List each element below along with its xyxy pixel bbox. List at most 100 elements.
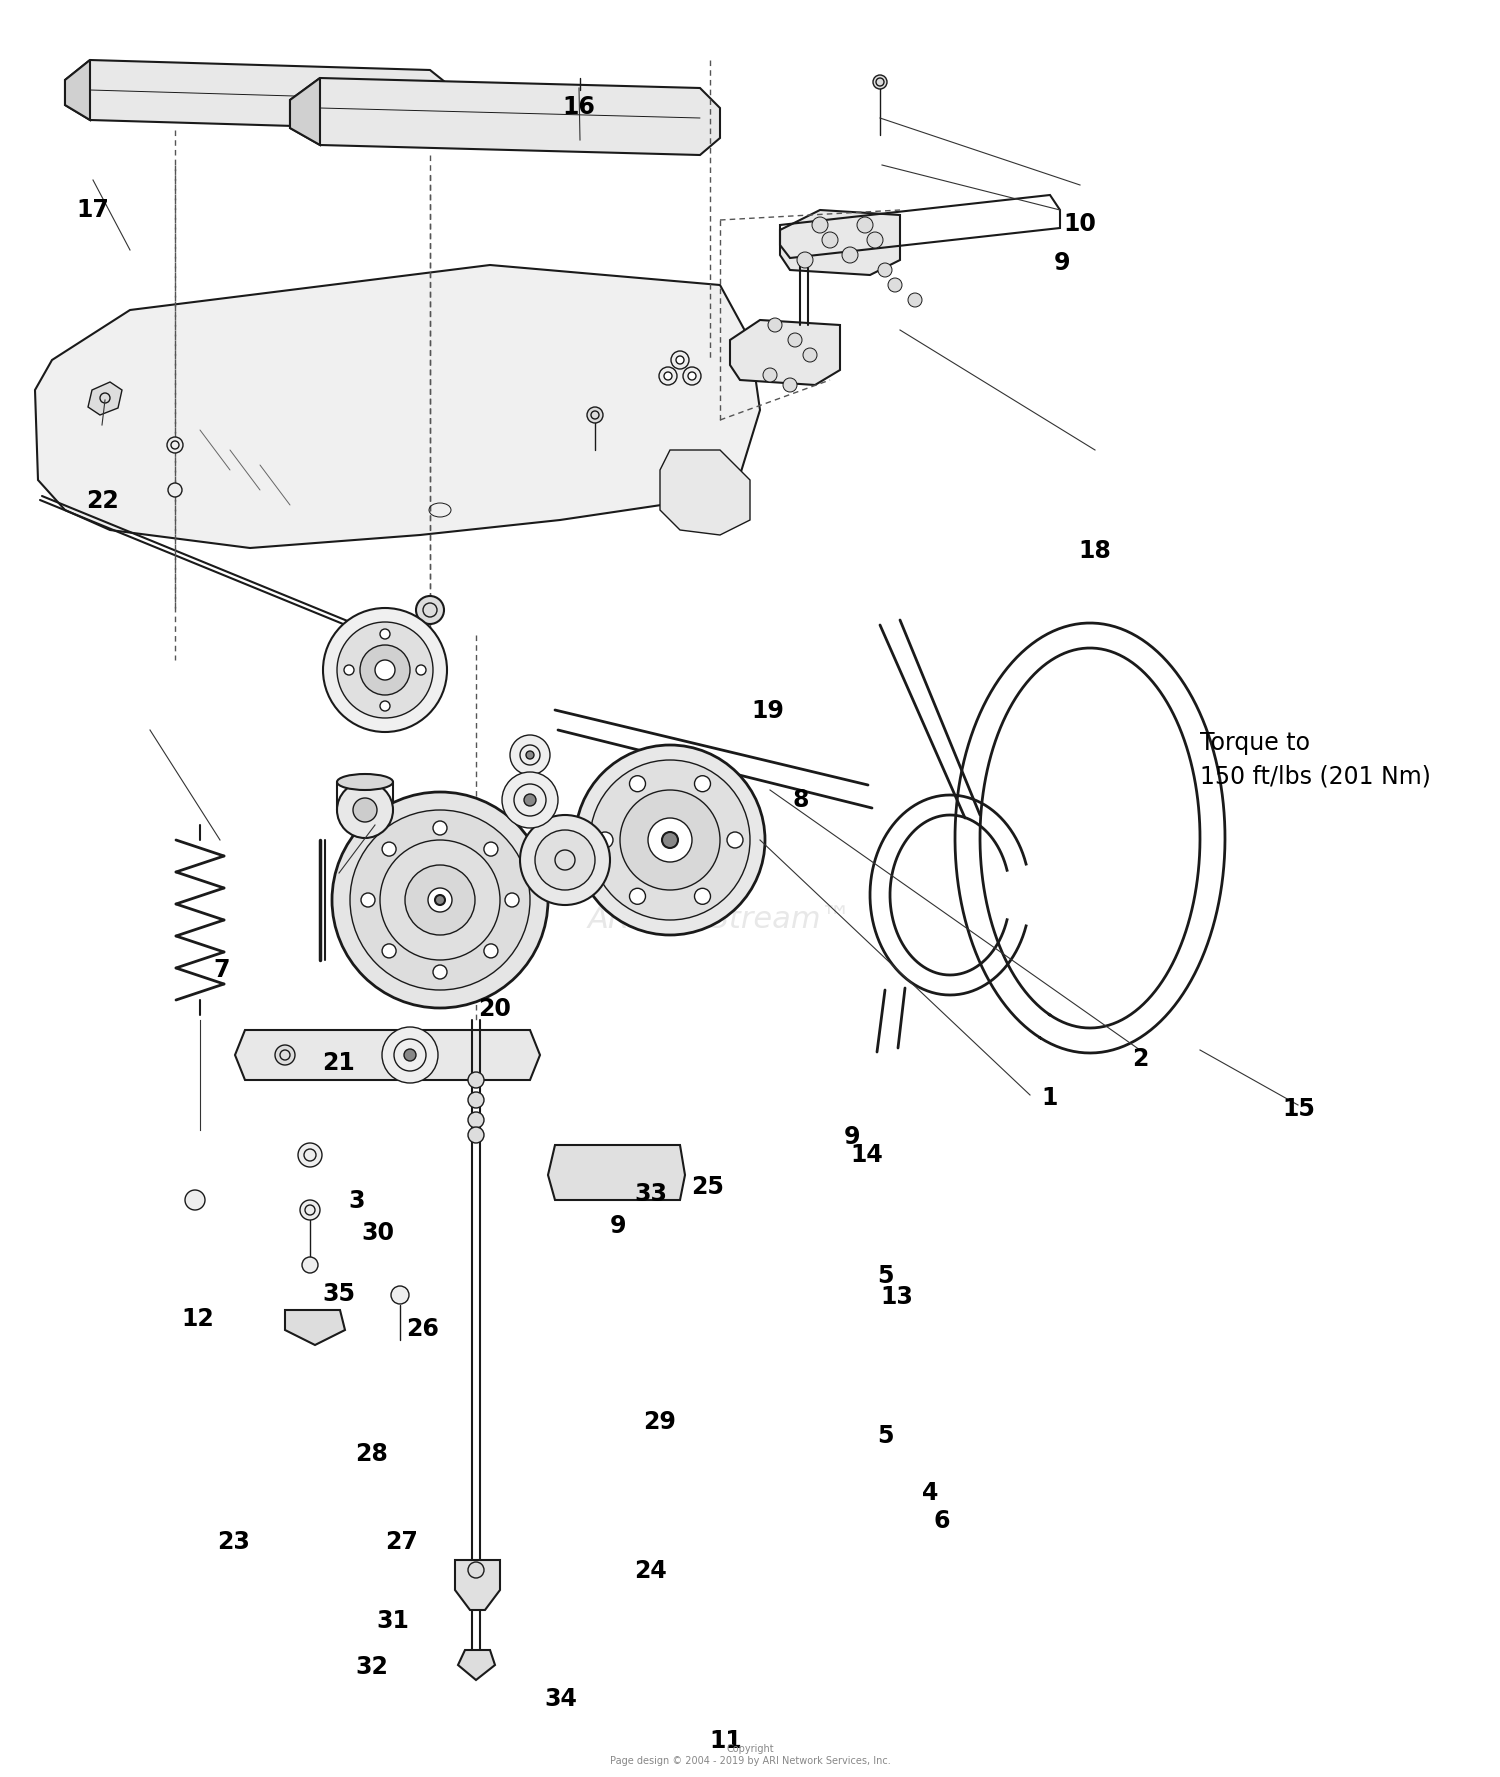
Circle shape [764, 368, 777, 382]
Circle shape [302, 1256, 318, 1272]
Circle shape [856, 217, 873, 233]
Circle shape [468, 1562, 484, 1578]
Circle shape [362, 894, 375, 906]
Polygon shape [285, 1310, 345, 1345]
Circle shape [648, 817, 692, 862]
Circle shape [630, 777, 645, 793]
Text: 5: 5 [876, 1263, 894, 1288]
Circle shape [630, 888, 645, 904]
Circle shape [344, 665, 354, 675]
Text: 12: 12 [182, 1306, 214, 1331]
Text: 7: 7 [213, 958, 231, 983]
Circle shape [416, 665, 426, 675]
Polygon shape [660, 450, 750, 535]
Text: Torque to
150 ft/lbs (201 Nm): Torque to 150 ft/lbs (201 Nm) [1200, 732, 1431, 789]
Circle shape [166, 437, 183, 453]
Polygon shape [64, 60, 454, 130]
Polygon shape [34, 265, 760, 547]
Text: 9: 9 [843, 1125, 860, 1150]
Circle shape [510, 736, 550, 775]
Circle shape [382, 1027, 438, 1082]
Text: 28: 28 [356, 1441, 388, 1466]
Text: 25: 25 [692, 1175, 724, 1199]
Polygon shape [548, 1144, 686, 1199]
Text: 27: 27 [386, 1530, 418, 1555]
Circle shape [298, 1143, 322, 1167]
Circle shape [520, 816, 610, 904]
Polygon shape [730, 320, 840, 386]
Circle shape [728, 832, 742, 848]
Circle shape [796, 252, 813, 268]
Text: 18: 18 [1078, 538, 1112, 563]
Circle shape [867, 233, 883, 249]
Circle shape [380, 700, 390, 711]
Text: 29: 29 [644, 1409, 676, 1434]
Text: 22: 22 [86, 489, 118, 514]
Text: 5: 5 [876, 1423, 894, 1448]
Polygon shape [290, 78, 720, 155]
Circle shape [908, 293, 922, 307]
Circle shape [842, 247, 858, 263]
Circle shape [380, 629, 390, 640]
Text: 9: 9 [609, 1214, 627, 1239]
Circle shape [360, 645, 410, 695]
Circle shape [433, 821, 447, 835]
Polygon shape [88, 382, 122, 416]
Circle shape [802, 348, 818, 363]
Text: 9: 9 [1053, 251, 1071, 275]
Circle shape [526, 752, 534, 759]
Text: 10: 10 [1064, 211, 1096, 236]
Text: 31: 31 [376, 1608, 410, 1633]
Circle shape [484, 944, 498, 958]
Text: 6: 6 [933, 1509, 951, 1534]
Text: 15: 15 [1282, 1096, 1316, 1121]
Text: 11: 11 [710, 1729, 742, 1754]
Text: 13: 13 [880, 1285, 914, 1310]
Text: ARI PartStream™: ARI PartStream™ [588, 906, 852, 935]
Circle shape [322, 608, 447, 732]
Circle shape [484, 842, 498, 857]
Circle shape [435, 896, 445, 904]
Circle shape [338, 622, 433, 718]
Circle shape [597, 832, 613, 848]
Text: 35: 35 [322, 1281, 356, 1306]
Text: 20: 20 [478, 997, 512, 1022]
Text: 30: 30 [362, 1221, 394, 1246]
Circle shape [350, 810, 530, 990]
Text: 24: 24 [634, 1558, 668, 1583]
Polygon shape [290, 78, 320, 146]
Text: 32: 32 [356, 1654, 388, 1679]
Circle shape [332, 793, 548, 1008]
Circle shape [574, 745, 765, 935]
Circle shape [416, 595, 444, 624]
Circle shape [433, 965, 447, 979]
Circle shape [392, 1287, 410, 1304]
Circle shape [352, 798, 376, 823]
Circle shape [664, 371, 672, 380]
Circle shape [375, 659, 394, 681]
Text: 2: 2 [1132, 1047, 1148, 1072]
Circle shape [300, 1199, 320, 1221]
Text: 23: 23 [217, 1530, 250, 1555]
Polygon shape [64, 60, 90, 121]
Circle shape [873, 75, 886, 89]
Circle shape [670, 352, 688, 370]
Text: 4: 4 [922, 1480, 938, 1505]
Circle shape [506, 894, 519, 906]
Text: 21: 21 [322, 1050, 356, 1075]
Circle shape [586, 407, 603, 423]
Circle shape [380, 841, 500, 960]
Text: 14: 14 [850, 1143, 883, 1167]
Circle shape [620, 791, 720, 890]
Text: 8: 8 [792, 787, 810, 812]
Circle shape [590, 761, 750, 920]
Text: 34: 34 [544, 1686, 578, 1711]
Circle shape [768, 318, 782, 332]
Circle shape [338, 782, 393, 839]
Circle shape [788, 332, 802, 347]
Polygon shape [780, 210, 900, 275]
Polygon shape [454, 1560, 500, 1610]
Circle shape [382, 842, 396, 857]
Text: 33: 33 [634, 1182, 668, 1207]
Circle shape [503, 771, 558, 828]
